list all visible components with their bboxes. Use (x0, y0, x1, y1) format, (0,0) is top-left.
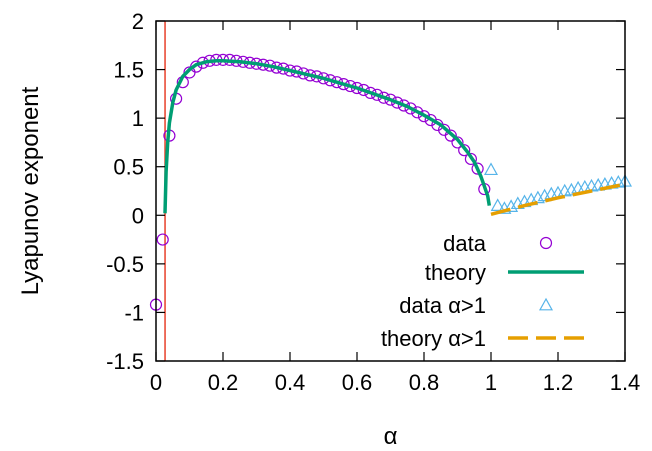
series-3 (490, 182, 626, 216)
x-tick-label: 0 (150, 370, 162, 395)
data-point (504, 199, 519, 212)
data-point (458, 144, 471, 157)
legend-label: data α>1 (399, 293, 486, 318)
data-point (483, 162, 499, 176)
y-tick-label: 0.5 (113, 155, 144, 180)
data-point (444, 129, 457, 142)
y-tick-label: 1.5 (113, 58, 144, 83)
legend-label: theory α>1 (381, 326, 486, 351)
x-axis-label: α (384, 423, 398, 450)
data-point (404, 102, 417, 115)
data-point (451, 136, 464, 149)
data-point (471, 162, 484, 175)
legend-swatch (539, 236, 553, 250)
series-line (490, 182, 626, 216)
legend-swatch (538, 297, 554, 311)
y-tick-label: -1 (124, 300, 144, 325)
x-tick-label: 0.8 (409, 370, 440, 395)
data-point (391, 96, 404, 109)
data-point (464, 152, 477, 166)
data-point (397, 99, 410, 112)
legend-label: theory (425, 260, 486, 285)
y-tick-label: 2 (132, 9, 144, 34)
data-point (156, 233, 169, 246)
ticks-layer: 0 0.2 0.4 0.6 0.8 1 1.2 1.4 2 1.5 1 0.5 0 -0.5 -1 -1.5 (106, 9, 640, 395)
data-point (384, 93, 397, 106)
y-tick-label: -0.5 (106, 252, 144, 277)
x-tick-label: 0.6 (342, 370, 373, 395)
plot-frame (155, 20, 626, 362)
series-line (163, 59, 492, 214)
x-tick-label: 0.2 (208, 370, 239, 395)
x-tick-label: 1.4 (610, 370, 641, 395)
legend: data theory data α>1 theory α>1 (381, 231, 584, 351)
data-point (417, 110, 431, 123)
x-tick-label: 0.4 (275, 370, 306, 395)
y-tick-label: -1.5 (106, 349, 144, 374)
legend-label: data (443, 231, 487, 256)
series-1 (163, 59, 492, 214)
y-tick-label: 1 (132, 106, 144, 131)
y-axis-label: Lyapunov exponent (17, 86, 44, 295)
data-point (490, 198, 505, 211)
series-2 (483, 162, 633, 214)
y-tick-label: 0 (132, 203, 144, 228)
x-tick-label: 1.2 (543, 370, 574, 395)
data-layer (149, 21, 633, 361)
data-point (411, 106, 424, 119)
x-tick-label: 1 (485, 370, 497, 395)
